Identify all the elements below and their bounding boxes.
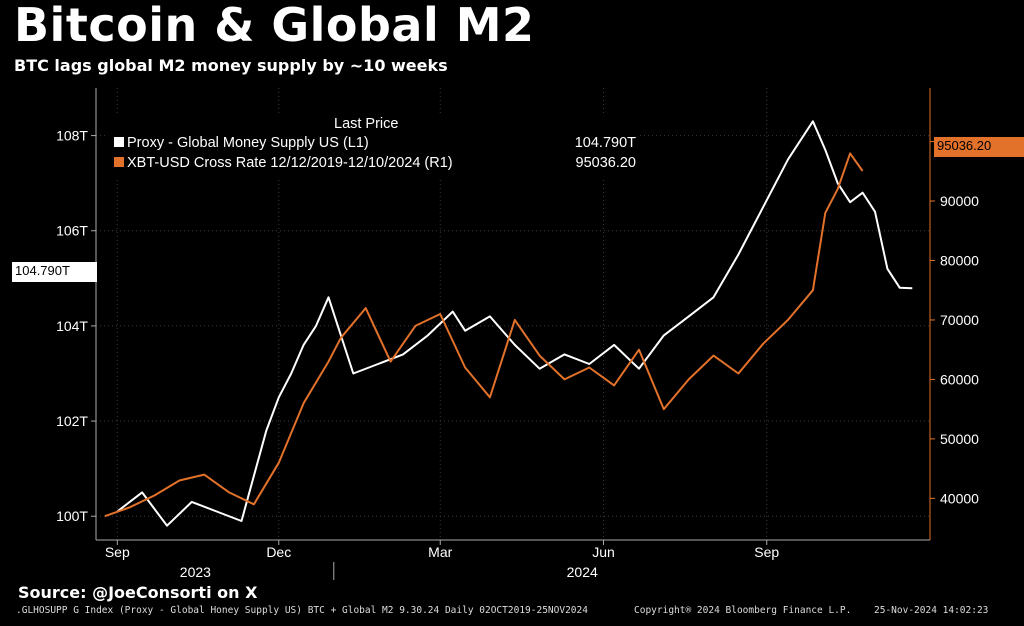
footer-index-info: .GLHOSUPP G Index (Proxy - Global Honey … [16, 605, 588, 616]
left-tick-label: 100T [56, 508, 88, 524]
x-tick-label: Jun [592, 544, 615, 560]
series-line-m2 [116, 120, 913, 527]
last-value-tag-m2: 104.790T [12, 262, 97, 282]
footer-copyright: Copyright® 2024 Bloomberg Finance L.P. [634, 605, 852, 616]
last-value-tag-btc: 95036.20 [934, 137, 1024, 157]
left-tick-label: 102T [56, 413, 88, 429]
legend-header: Last Price [334, 116, 399, 132]
x-tick-label: Sep [105, 544, 130, 560]
x-tick-label: Sep [754, 544, 779, 560]
source-credit: Source: @JoeConsorti on X [18, 583, 258, 602]
legend-value-m2: 104.790T [574, 135, 636, 151]
legend-label-m2: Proxy - Global Money Supply US (L1) [127, 135, 369, 151]
x-year-label: 2024 [567, 564, 598, 580]
x-tick-label: Dec [266, 544, 291, 560]
right-tick-label: 40000 [940, 490, 979, 506]
x-year-label: 2023 [180, 564, 211, 580]
legend-label-btc: XBT-USD Cross Rate 12/12/2019-12/10/2024… [127, 155, 453, 171]
footer-timestamp: 25-Nov-2024 14:02:23 [874, 605, 989, 616]
chart-subtitle: BTC lags global M2 money supply by ~10 w… [14, 56, 448, 75]
left-tick-label: 104T [56, 318, 88, 334]
legend-swatch-btc [114, 157, 124, 167]
right-tick-label: 90000 [940, 193, 979, 209]
legend: Last Price Proxy - Global Money Supply U… [108, 114, 640, 178]
left-tick-label: 108T [56, 128, 88, 144]
chart-title: Bitcoin & Global M2 [14, 0, 535, 52]
right-tick-label: 70000 [940, 312, 979, 328]
series-line-btc [104, 152, 864, 518]
legend-swatch-m2 [114, 137, 124, 147]
left-tick-label: 106T [56, 223, 88, 239]
x-tick-label: Mar [428, 544, 452, 560]
right-tick-label: 50000 [940, 431, 979, 447]
right-tick-label: 80000 [940, 252, 979, 268]
right-tick-label: 60000 [940, 371, 979, 387]
legend-value-btc: 95036.20 [575, 155, 636, 171]
legend-item-m2: Proxy - Global Money Supply US (L1) 104.… [114, 135, 636, 151]
legend-item-btc: XBT-USD Cross Rate 12/12/2019-12/10/2024… [114, 155, 636, 171]
